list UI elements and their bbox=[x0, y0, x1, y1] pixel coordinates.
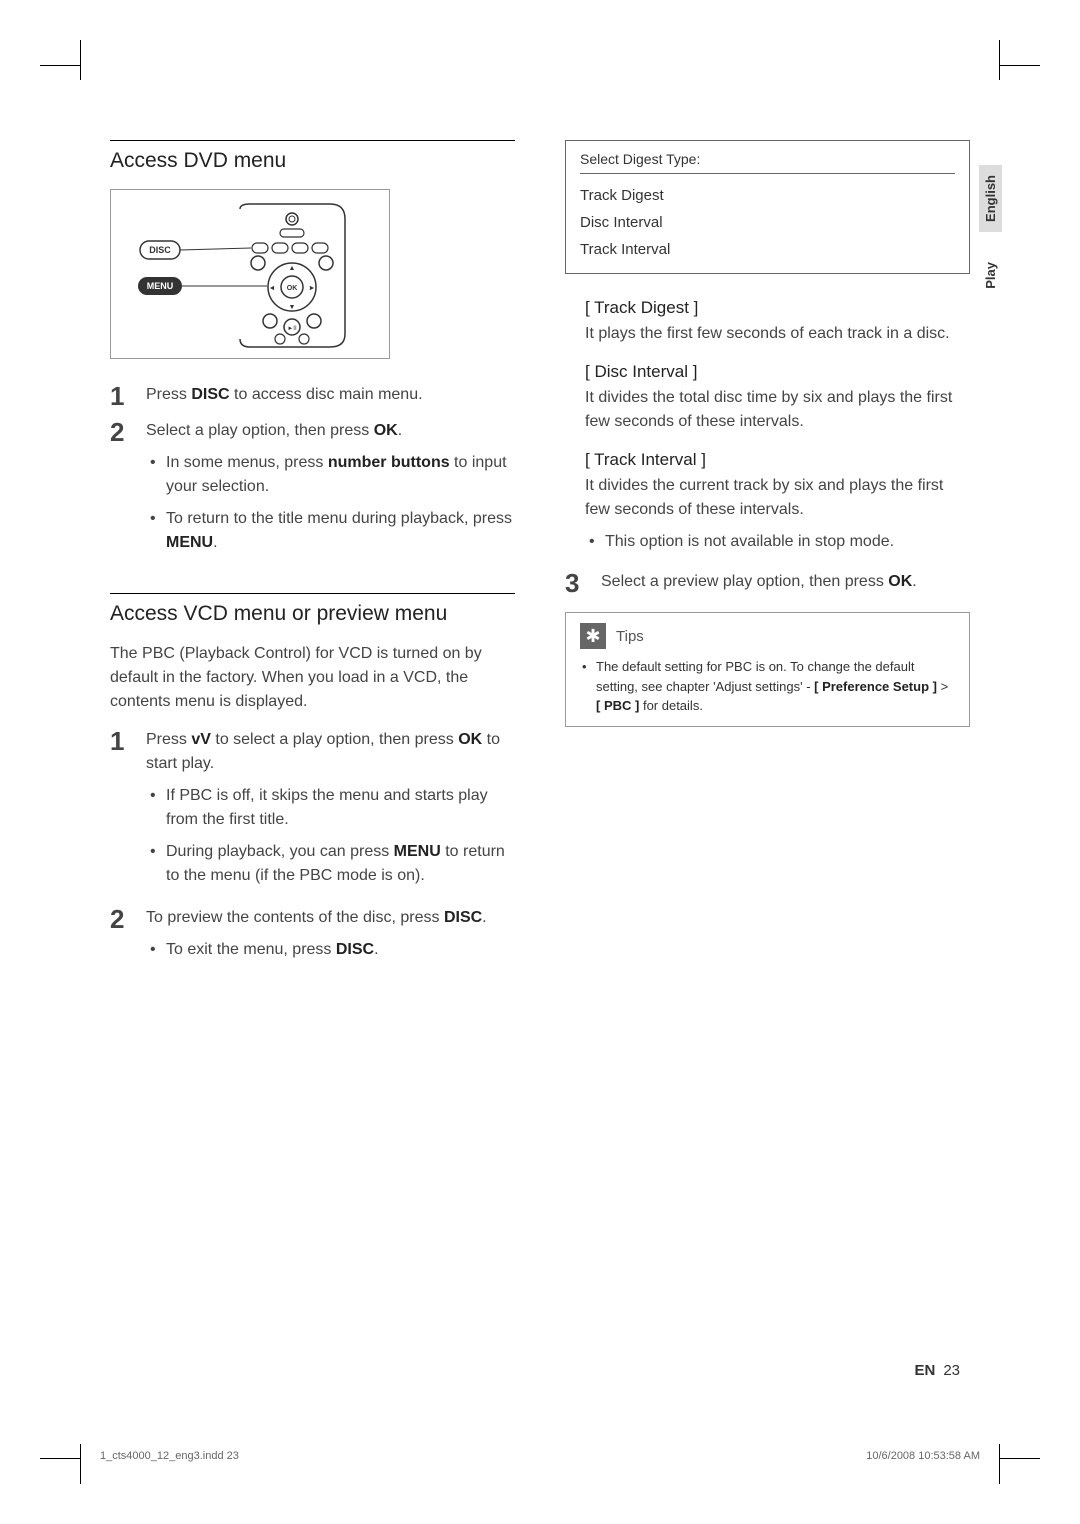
remote-illustration: OK ▲ ▼ ◄ ► ►II DISC MENU bbox=[110, 189, 390, 359]
bullet-list: This option is not available in stop mod… bbox=[585, 530, 970, 554]
svg-text:MENU: MENU bbox=[147, 281, 174, 291]
asterisk-icon: ✱ bbox=[580, 623, 606, 649]
section-title-vcd: Access VCD menu or preview menu bbox=[110, 593, 515, 626]
left-column: Access DVD menu O bbox=[110, 140, 515, 1384]
text-bold: vV bbox=[191, 731, 211, 748]
tips-box: ✱ Tips The default setting for PBC is on… bbox=[565, 612, 970, 727]
bullet-list: To exit the menu, press DISC. bbox=[146, 938, 515, 962]
svg-text:◄: ◄ bbox=[269, 285, 276, 292]
step-body: Press vV to select a play option, then p… bbox=[146, 728, 515, 896]
step-3: 3 Select a preview play option, then pre… bbox=[565, 570, 970, 596]
text-bold: DISC bbox=[336, 941, 374, 958]
svg-text:▼: ▼ bbox=[289, 304, 296, 311]
list-item: In some menus, press number buttons to i… bbox=[146, 451, 515, 499]
vcd-intro-paragraph: The PBC (Playback Control) for VCD is tu… bbox=[110, 642, 515, 714]
digest-header: Select Digest Type: bbox=[580, 151, 955, 174]
digest-list: Track Digest Disc Interval Track Interva… bbox=[580, 182, 955, 263]
option-desc: It divides the total disc time by six an… bbox=[585, 386, 970, 434]
option-desc: It divides the current track by six and … bbox=[585, 474, 970, 554]
footer-page-number: 23 bbox=[943, 1362, 960, 1379]
text: for details. bbox=[639, 698, 703, 713]
text: . bbox=[398, 422, 402, 439]
list-item: To return to the title menu during playb… bbox=[146, 507, 515, 555]
text: to select a play option, then press bbox=[211, 731, 458, 748]
list-item: To exit the menu, press DISC. bbox=[146, 938, 515, 962]
text: > bbox=[937, 679, 948, 694]
page-footer: EN 23 bbox=[914, 1362, 960, 1379]
text: . bbox=[213, 534, 217, 551]
print-footer-right: 10/6/2008 10:53:58 AM bbox=[866, 1450, 980, 1462]
text: . bbox=[482, 909, 486, 926]
text-bold: [ Preference Setup ] bbox=[814, 679, 937, 694]
print-footer: 1_cts4000_12_eng3.indd 23 10/6/2008 10:5… bbox=[100, 1450, 980, 1462]
text-bold: MENU bbox=[166, 534, 213, 551]
section-title-dvd: Access DVD menu bbox=[110, 140, 515, 173]
svg-text:OK: OK bbox=[287, 285, 298, 292]
text: Select a preview play option, then press bbox=[601, 573, 888, 590]
bullet-list: In some menus, press number buttons to i… bbox=[146, 451, 515, 555]
svg-text:►: ► bbox=[309, 285, 316, 292]
text-bold: OK bbox=[458, 731, 482, 748]
text: Select a play option, then press bbox=[146, 422, 374, 439]
step-body: To preview the contents of the disc, pre… bbox=[146, 906, 515, 970]
step-number: 3 bbox=[565, 570, 587, 596]
option-title-track-digest: [ Track Digest ] bbox=[585, 298, 970, 318]
text: . bbox=[912, 573, 916, 590]
right-column: Select Digest Type: Track Digest Disc In… bbox=[565, 140, 970, 1384]
text-bold: [ PBC ] bbox=[596, 698, 639, 713]
bullet-list: If PBC is off, it skips the menu and sta… bbox=[146, 784, 515, 888]
svg-text:▲: ▲ bbox=[289, 265, 296, 272]
list-item: During playback, you can press MENU to r… bbox=[146, 840, 515, 888]
tips-bullet: The default setting for PBC is on. To ch… bbox=[580, 657, 955, 716]
step-number: 2 bbox=[110, 906, 132, 970]
remote-svg: OK ▲ ▼ ◄ ► ►II DISC MENU bbox=[120, 199, 380, 349]
tips-header: ✱ Tips bbox=[580, 623, 955, 649]
side-tab-english: English bbox=[979, 165, 1002, 232]
list-item: This option is not available in stop mod… bbox=[585, 530, 970, 554]
tips-label: Tips bbox=[616, 628, 644, 645]
dvd-step-2: 2 Select a play option, then press OK. I… bbox=[110, 419, 515, 563]
side-tabs: English Play bbox=[979, 165, 1002, 299]
text: During playback, you can press bbox=[166, 843, 394, 860]
list-item: If PBC is off, it skips the menu and sta… bbox=[146, 784, 515, 832]
step-number: 2 bbox=[110, 419, 132, 563]
step-number: 1 bbox=[110, 383, 132, 409]
text: It divides the current track by six and … bbox=[585, 477, 943, 518]
text: To return to the title menu during playb… bbox=[166, 510, 512, 527]
step-number: 1 bbox=[110, 728, 132, 896]
svg-text:►II: ►II bbox=[287, 326, 297, 332]
text-bold: OK bbox=[374, 422, 398, 439]
step-body: Select a preview play option, then press… bbox=[601, 570, 970, 596]
dvd-step-1: 1 Press DISC to access disc main menu. bbox=[110, 383, 515, 409]
svg-text:DISC: DISC bbox=[149, 245, 171, 255]
footer-language: EN bbox=[914, 1362, 935, 1379]
step-body: Press DISC to access disc main menu. bbox=[146, 383, 515, 409]
digest-item: Track Interval bbox=[580, 236, 955, 263]
text-bold: number buttons bbox=[328, 454, 450, 471]
vcd-step-1: 1 Press vV to select a play option, then… bbox=[110, 728, 515, 896]
digest-type-box: Select Digest Type: Track Digest Disc In… bbox=[565, 140, 970, 274]
digest-item: Track Digest bbox=[580, 182, 955, 209]
print-footer-left: 1_cts4000_12_eng3.indd 23 bbox=[100, 1450, 239, 1462]
vcd-step-2: 2 To preview the contents of the disc, p… bbox=[110, 906, 515, 970]
text: Press bbox=[146, 386, 191, 403]
side-tab-play: Play bbox=[979, 252, 1002, 299]
text: Press bbox=[146, 731, 191, 748]
step-body: Select a play option, then press OK. In … bbox=[146, 419, 515, 563]
text-bold: DISC bbox=[191, 386, 229, 403]
option-title-track-interval: [ Track Interval ] bbox=[585, 450, 970, 470]
text-bold: OK bbox=[888, 573, 912, 590]
text: to access disc main menu. bbox=[230, 386, 423, 403]
text: To preview the contents of the disc, pre… bbox=[146, 909, 444, 926]
text: . bbox=[374, 941, 378, 958]
text-bold: MENU bbox=[394, 843, 441, 860]
digest-item: Disc Interval bbox=[580, 209, 955, 236]
text-bold: DISC bbox=[444, 909, 482, 926]
text: To exit the menu, press bbox=[166, 941, 336, 958]
option-title-disc-interval: [ Disc Interval ] bbox=[585, 362, 970, 382]
text: In some menus, press bbox=[166, 454, 328, 471]
option-desc: It plays the ﬁrst few seconds of each tr… bbox=[585, 322, 970, 346]
